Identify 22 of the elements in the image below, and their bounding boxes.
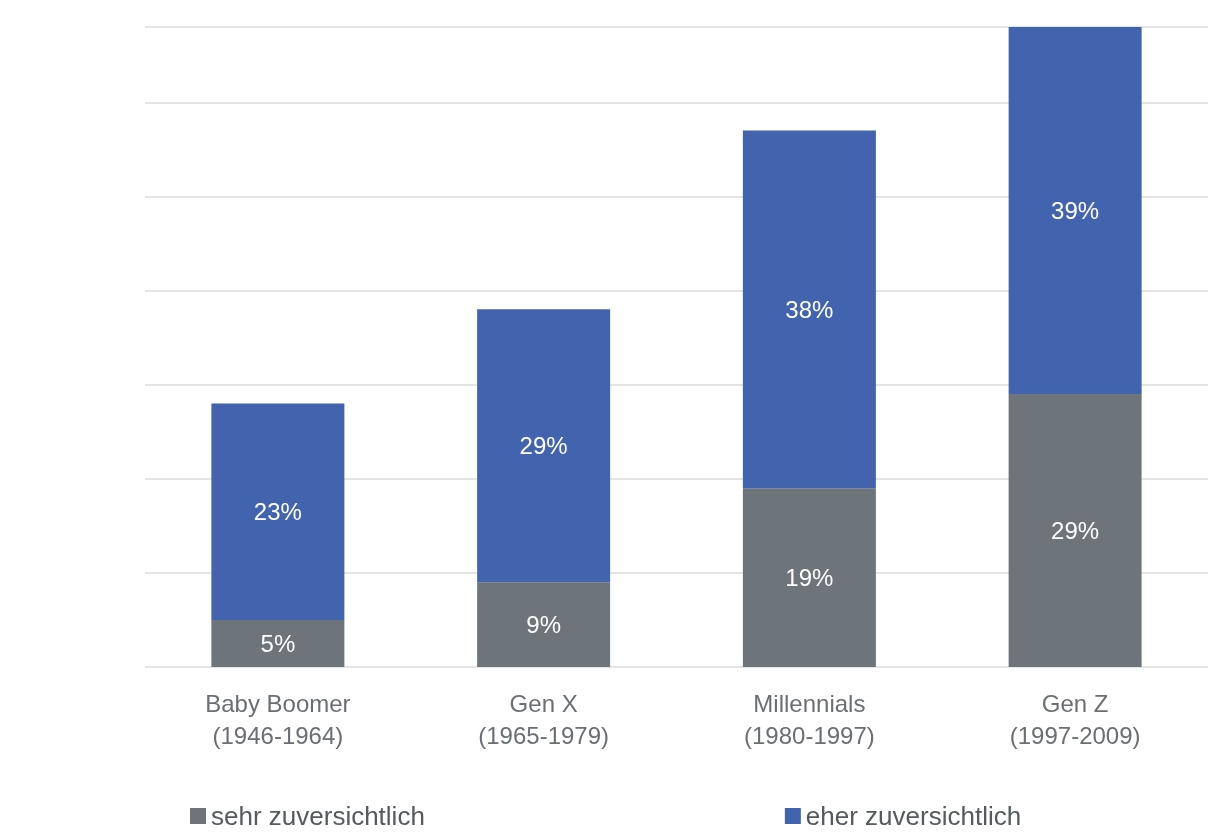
legend-label: eher zuversichtlich (805, 801, 1022, 831)
bar (211, 403, 345, 620)
data-label: 5% (260, 629, 296, 657)
bar (211, 619, 345, 667)
x-tick-label: Gen X (1965-1979) (478, 689, 610, 749)
bar (742, 130, 876, 489)
bar (477, 582, 611, 667)
bar (1008, 27, 1142, 395)
data-label: 23% (253, 498, 302, 526)
data-label: 29% (519, 432, 568, 460)
bar (1008, 394, 1142, 667)
bar (477, 309, 611, 583)
data-label: 19% (785, 564, 834, 592)
data-label: 9% (526, 611, 561, 639)
data-label: 29% (1051, 517, 1100, 545)
data-label: 38% (785, 295, 834, 323)
data-label: 39% (1051, 197, 1100, 225)
x-tick-label: Millennials (1980-1997) (743, 689, 875, 749)
x-tick-label: Baby Boomer (1946-1964) (205, 689, 351, 749)
bar (742, 488, 876, 667)
x-tick-label: Gen Z (1997-2009) (1009, 689, 1141, 749)
legend-label: sehr zuversichtlich (211, 801, 425, 831)
